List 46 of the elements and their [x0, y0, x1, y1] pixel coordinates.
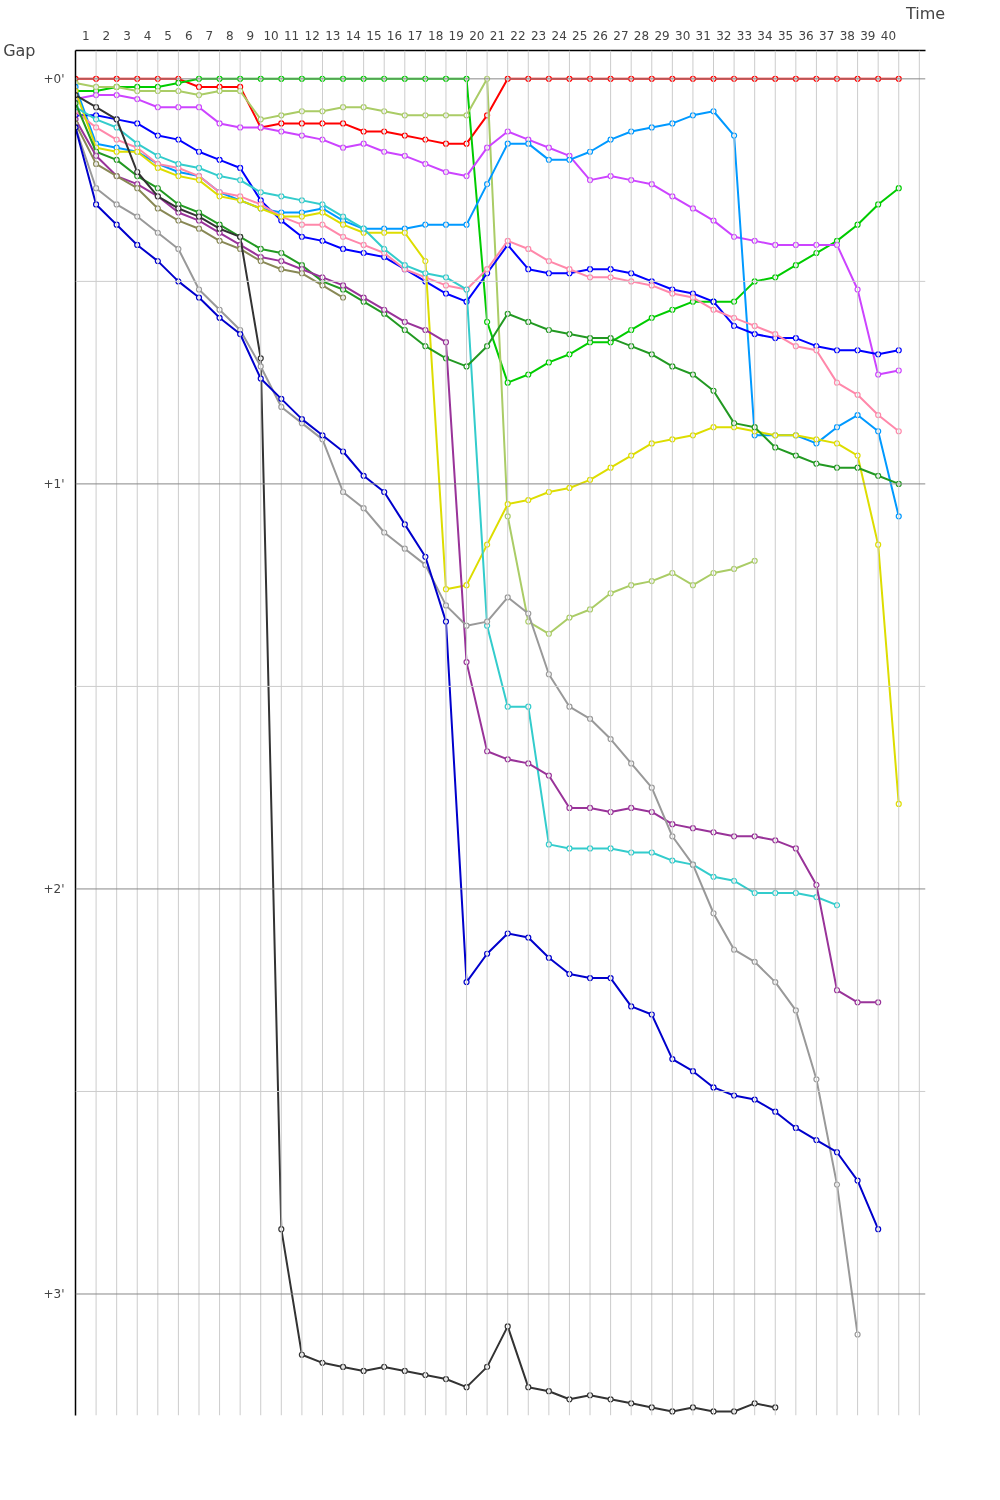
- x-tick-label: 37: [819, 28, 835, 43]
- x-tick-label: 36: [798, 28, 814, 43]
- x-tick-label: 22: [510, 28, 526, 43]
- x-tick-label: 23: [530, 28, 547, 43]
- x-tick-label: 24: [551, 28, 567, 43]
- x-tick-label: 31: [695, 28, 711, 43]
- x-tick-label: 8: [226, 28, 234, 43]
- x-tick-label: 25: [572, 28, 588, 43]
- x-tick-label: 17: [407, 28, 423, 43]
- x-tick-label: 11: [283, 28, 300, 43]
- x-tick-label: 5: [164, 28, 172, 43]
- x-tick-label: 29: [654, 28, 670, 43]
- x-tick-label: 27: [613, 28, 629, 43]
- x-tick-label: 4: [143, 28, 152, 43]
- x-tick-label: 32: [716, 28, 732, 43]
- x-tick-label: 34: [757, 28, 773, 43]
- x-tick-label: 35: [777, 28, 794, 43]
- x-tick-label: 21: [489, 28, 506, 43]
- x-tick-label: 14: [345, 28, 361, 43]
- x-tick-label: 33: [736, 28, 753, 43]
- x-tick-label: 26: [592, 28, 608, 43]
- x-tick-label: 39: [860, 28, 876, 43]
- x-tick-label: 16: [386, 28, 403, 43]
- y-tick-label: +0': [43, 71, 65, 86]
- y-tick-label: +1': [43, 476, 65, 491]
- x-tick-label: 18: [428, 28, 444, 43]
- x-tick-label: 38: [839, 28, 855, 43]
- x-tick-label: 3: [123, 28, 131, 43]
- y-tick-label: +2': [43, 881, 65, 896]
- x-axis-title: Time: [904, 3, 946, 23]
- x-tick-label: 2: [102, 28, 111, 43]
- x-tick-label: 28: [633, 28, 650, 43]
- x-tick-label: 15: [366, 28, 382, 43]
- x-tick-label: 12: [304, 28, 320, 43]
- x-tick-label: 7: [205, 28, 214, 43]
- x-tick-label: 9: [246, 28, 255, 43]
- x-tick-label: 1: [81, 28, 90, 43]
- y-axis-title: Gap: [3, 41, 36, 60]
- x-tick-label: 10: [263, 28, 279, 43]
- x-tick-label: 6: [184, 28, 193, 43]
- x-tick-label: 40: [880, 28, 897, 43]
- x-tick-label: 20: [469, 28, 485, 43]
- x-tick-label: 30: [675, 28, 691, 43]
- x-tick-label: 19: [448, 28, 464, 43]
- y-tick-label: +3': [43, 1286, 65, 1301]
- x-tick-label: 13: [325, 28, 341, 43]
